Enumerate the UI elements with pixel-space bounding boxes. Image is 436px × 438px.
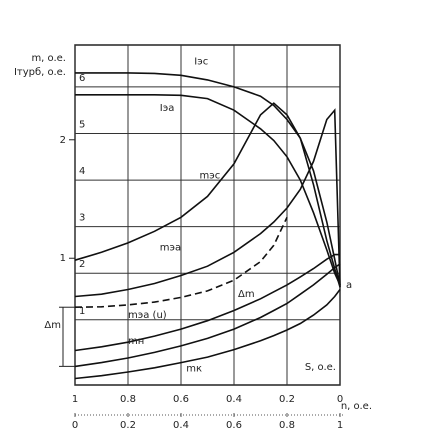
x-tick-label: 0 bbox=[337, 394, 343, 405]
y-tick-label: 3 bbox=[79, 213, 85, 224]
x-tick-label: 0.2 bbox=[279, 394, 295, 405]
curve bbox=[74, 263, 341, 368]
curve-label: mэа bbox=[160, 243, 181, 254]
annotation: Δm bbox=[238, 289, 255, 300]
curve bbox=[74, 289, 341, 380]
x2-tick-label: 0.6 bbox=[226, 420, 242, 431]
y-tick-label: 5 bbox=[79, 119, 85, 130]
curve-label: mэа (u) bbox=[128, 310, 167, 321]
annotation: Δm bbox=[44, 320, 61, 331]
curve-label: Iэс bbox=[194, 56, 208, 67]
curve bbox=[74, 102, 341, 288]
y-tick-label: 1 bbox=[79, 306, 85, 317]
curve-label: mэс bbox=[200, 170, 221, 181]
x2-tick-label: 1 bbox=[337, 420, 343, 431]
x-tick-label: 0.4 bbox=[226, 394, 242, 405]
curve bbox=[74, 108, 341, 298]
x-tick-label: 0.8 bbox=[120, 394, 136, 405]
curve bbox=[74, 216, 288, 308]
x2-tick-label: 0 bbox=[72, 420, 78, 431]
x2-tick-label: 0.8 bbox=[279, 420, 295, 431]
curve-label: mн bbox=[128, 336, 144, 347]
y-tick-label: 4 bbox=[79, 166, 85, 177]
curve-label: mк bbox=[186, 364, 202, 375]
x-tick-label: 1 bbox=[72, 394, 78, 405]
x2-tick-label: 0.2 bbox=[120, 420, 136, 431]
y-tick-label: 2 bbox=[79, 259, 85, 270]
curve bbox=[75, 72, 341, 286]
curve bbox=[75, 94, 341, 286]
y2-tick-label: 1 bbox=[60, 253, 66, 264]
plot-frame bbox=[74, 44, 341, 386]
curve bbox=[74, 253, 340, 352]
x-tick-label: 0.6 bbox=[173, 394, 189, 405]
curve-label: Iэа bbox=[160, 103, 175, 114]
x2-label: n, o.e. bbox=[341, 401, 372, 412]
x-label: S, o.e. bbox=[305, 362, 336, 373]
annotation: a bbox=[346, 280, 352, 291]
y-label: m, o.e. bbox=[31, 53, 66, 64]
y-label-2: Iтурб, o.e. bbox=[14, 67, 66, 78]
y-tick-label: 6 bbox=[79, 73, 85, 84]
y2-tick-label: 2 bbox=[60, 135, 66, 146]
x2-tick-label: 0.4 bbox=[173, 420, 189, 431]
